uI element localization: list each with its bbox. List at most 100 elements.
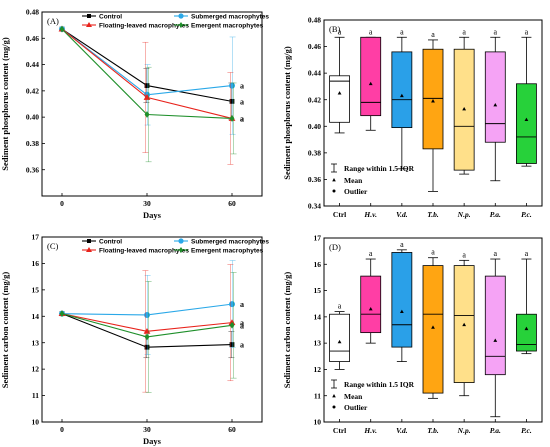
x-tick-label: 60 xyxy=(228,199,236,208)
significance-label: a xyxy=(338,302,342,311)
data-point xyxy=(229,115,235,122)
x-tick-label: 30 xyxy=(143,425,151,434)
legend-marker xyxy=(86,22,92,27)
mean-marker xyxy=(399,93,404,98)
series-line xyxy=(61,28,233,102)
significance-label: a xyxy=(240,82,244,91)
x-tick-label: N.p. xyxy=(457,210,471,219)
box-0: a xyxy=(329,27,350,134)
box-1: a xyxy=(360,27,382,131)
legend-marker xyxy=(178,13,184,19)
legend-marker xyxy=(87,239,91,243)
significance-label: a xyxy=(494,249,498,258)
y-tick-label: 12 xyxy=(314,365,322,374)
data-point xyxy=(144,311,150,318)
mean-marker xyxy=(337,91,342,95)
y-tick-label: 13 xyxy=(32,338,40,347)
x-tick-label: P.c. xyxy=(521,426,532,435)
x-tick-label: P.c. xyxy=(521,210,532,219)
legend-entry: Emergent macrophytes xyxy=(191,247,264,254)
mean-marker xyxy=(524,117,529,122)
x-tick-label: N.p. xyxy=(457,426,471,435)
series-0: a xyxy=(59,26,244,121)
plot-frame xyxy=(41,11,263,197)
mean-marker xyxy=(462,322,467,327)
x-tick-label: V.d. xyxy=(396,426,408,435)
y-tick-label: 15 xyxy=(314,286,322,295)
legend-marker xyxy=(179,247,183,253)
series-0: a xyxy=(59,311,244,359)
significance-label: a xyxy=(240,114,244,123)
iqr-box xyxy=(391,252,413,348)
legend-entry: Submerged macrophytes xyxy=(191,238,269,245)
series-2: a xyxy=(58,25,244,165)
box-3: a xyxy=(422,30,444,192)
y-tick-label: 10 xyxy=(32,418,40,427)
legend-mean-symbol xyxy=(332,178,336,182)
x-axis-label: Days xyxy=(143,210,162,220)
x-tick-label: P.a. xyxy=(490,426,501,435)
data-point xyxy=(144,83,150,88)
significance-label: a xyxy=(462,250,466,259)
data-point xyxy=(229,301,235,308)
data-point xyxy=(229,82,235,89)
legend-entry: Outlier xyxy=(344,403,368,412)
legend-entry: Control xyxy=(99,13,122,20)
y-tick-label: 0.38 xyxy=(26,139,39,148)
y-tick-label: 0.40 xyxy=(308,122,321,131)
iqr-box xyxy=(516,83,537,164)
y-tick-label: 0.48 xyxy=(26,8,39,17)
box-1: a xyxy=(360,249,382,344)
box-6: a xyxy=(516,27,537,167)
y-tick-label: 0.36 xyxy=(26,165,39,174)
series-line xyxy=(61,28,233,119)
iqr-box xyxy=(484,51,506,143)
y-tick-label: 13 xyxy=(314,339,322,348)
y-tick-label: 14 xyxy=(32,312,40,321)
significance-label: a xyxy=(240,341,244,350)
panel-label: (D) xyxy=(329,242,341,252)
iqr-box xyxy=(360,275,382,334)
legend-outlier-symbol xyxy=(332,405,336,409)
y-tick-label: 14 xyxy=(314,312,322,321)
significance-label: a xyxy=(525,27,529,36)
y-tick-label: 17 xyxy=(32,233,40,242)
y-axis-label: Sediment carbon content (mg/g) xyxy=(0,272,10,389)
box-3: a xyxy=(422,248,444,399)
box-4: a xyxy=(453,250,475,397)
significance-label: a xyxy=(240,114,244,123)
significance-label: a xyxy=(369,249,373,258)
box-0: a xyxy=(329,302,350,370)
significance-label: a xyxy=(338,27,342,36)
data-point xyxy=(59,25,65,33)
y-axis-label: Sediment phosphorus content (mg/g) xyxy=(0,37,10,171)
box-5: a xyxy=(484,27,506,182)
mean-marker xyxy=(368,306,373,311)
y-tick-label: 0.40 xyxy=(26,113,39,122)
legend-entry: Range within 1.5 IQR xyxy=(344,164,415,173)
mean-marker xyxy=(399,309,404,313)
x-tick-label: H.v. xyxy=(363,426,377,435)
significance-label: a xyxy=(400,240,404,249)
y-axis-label: Sediment phosphorus content (mg/g) xyxy=(282,46,292,180)
data-point xyxy=(229,98,235,104)
x-tick-label: T.b. xyxy=(427,210,439,219)
x-tick-label: 30 xyxy=(143,199,151,208)
y-tick-label: 0.36 xyxy=(308,175,321,184)
panel-label: (A) xyxy=(47,16,59,26)
legend-entry: Control xyxy=(99,238,122,245)
data-point xyxy=(229,321,235,329)
x-tick-label: Ctrl xyxy=(333,426,346,435)
legend-entry: Range within 1.5 IQR xyxy=(344,380,415,389)
box-chart-b: 0.34 0.36 0.38 0.40 0.42 0.44 0.46 0.48 Sediment… xyxy=(282,16,543,219)
significance-label: a xyxy=(369,27,373,36)
iqr-box xyxy=(484,275,506,376)
y-tick-label: 0.46 xyxy=(308,42,321,51)
legend-marker xyxy=(86,247,92,252)
y-tick-label: 15 xyxy=(32,285,40,294)
significance-label: a xyxy=(400,27,404,36)
y-tick-label: 12 xyxy=(32,365,40,374)
significance-label: a xyxy=(431,30,435,39)
significance-label: a xyxy=(462,27,466,36)
